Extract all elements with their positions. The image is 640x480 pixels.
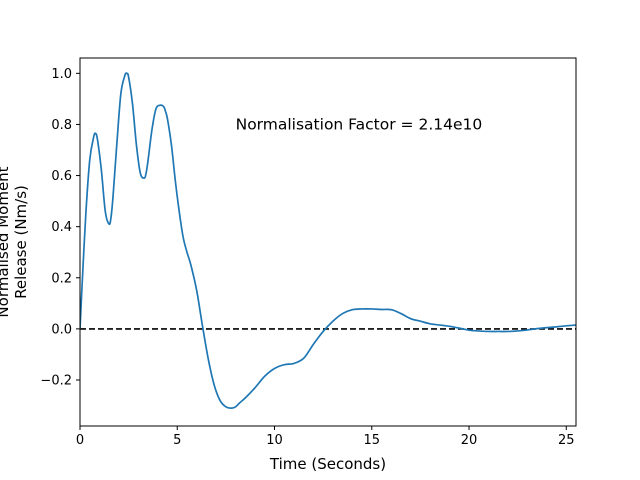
normalisation-annotation: Normalisation Factor = 2.14e10 — [236, 115, 483, 133]
plot-frame — [79, 57, 577, 427]
y-tick-label: 0.2 — [51, 271, 72, 286]
x-tick-label: 10 — [266, 433, 283, 448]
y-tick-label: 0.6 — [51, 169, 72, 184]
x-tick-label: 15 — [363, 433, 380, 448]
y-tick-label: 0.4 — [51, 220, 72, 235]
y-tick-label: −0.2 — [40, 374, 72, 389]
y-axis-label-line-2: Release (Nm/s) — [12, 185, 30, 299]
y-tick-label: 1.0 — [51, 67, 72, 82]
y-tick-label: 0.8 — [51, 118, 72, 133]
y-tick-label: 0.0 — [51, 322, 72, 337]
x-tick-label: 25 — [558, 433, 575, 448]
x-tick-label: 5 — [173, 433, 181, 448]
series-line-0 — [80, 72, 576, 409]
x-axis-label: Time (Seconds) — [269, 455, 386, 473]
y-axis-label-line-1: Normalised Moment — [0, 166, 12, 317]
x-tick-label: 0 — [76, 433, 84, 448]
x-tick-label: 20 — [461, 433, 478, 448]
